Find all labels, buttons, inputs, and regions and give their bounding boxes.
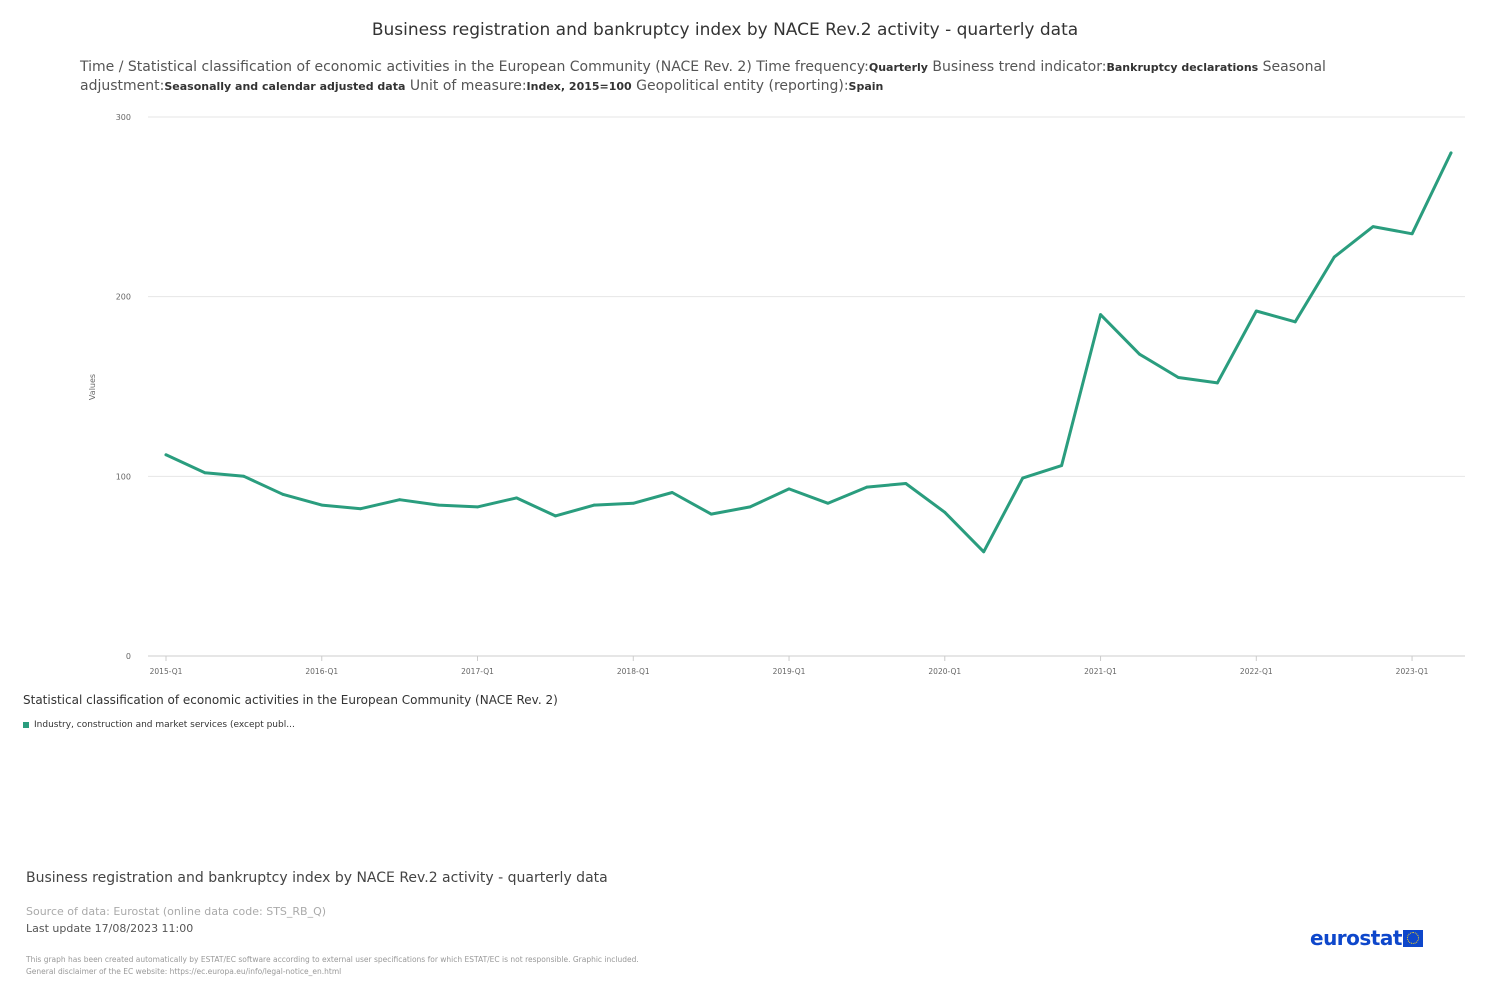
- x-tick-label: 2020-Q1: [928, 667, 961, 676]
- data-point: [320, 503, 324, 507]
- data-point: [1293, 320, 1297, 324]
- data-point: [437, 503, 440, 507]
- data-point: [1021, 476, 1025, 480]
- data-point: [1332, 255, 1336, 259]
- subtitle-adjustment: Seasonally and calendar adjusted data: [164, 80, 406, 93]
- y-tick-label: 200: [116, 293, 131, 302]
- data-point: [359, 507, 363, 511]
- data-point: [709, 512, 713, 516]
- data-point: [476, 505, 479, 509]
- data-point: [670, 491, 674, 494]
- eurostat-logo-text: eurostat: [1310, 926, 1402, 950]
- data-point: [164, 453, 168, 457]
- subtitle-dimensions: Time / Statistical classification of eco…: [80, 59, 869, 75]
- subtitle-indicator-label: Business trend indicator:: [927, 59, 1107, 75]
- data-point: [1060, 464, 1064, 467]
- data-point: [1177, 376, 1180, 379]
- series-line: [164, 151, 1453, 554]
- legend-item-label: Industry, construction and market servic…: [34, 720, 295, 730]
- x-tick-label: 2021-Q1: [1084, 667, 1117, 676]
- data-point: [748, 505, 752, 509]
- data-point: [398, 498, 402, 502]
- subtitle-unit: Index, 2015=100: [526, 80, 632, 93]
- data-point: [826, 501, 830, 505]
- x-tick-label: 2016-Q1: [305, 667, 338, 676]
- data-point: [1371, 225, 1375, 228]
- y-axis-title: Values: [88, 374, 97, 400]
- chart-subtitle: Time / Statistical classification of eco…: [80, 58, 1340, 96]
- x-tick-label: 2023-Q1: [1396, 667, 1429, 676]
- x-tick-label: 2019-Q1: [773, 667, 806, 676]
- legend-item[interactable]: Industry, construction and market servic…: [23, 720, 295, 730]
- data-point: [1099, 313, 1102, 317]
- y-tick-label: 0: [126, 652, 131, 661]
- line-chart: 0 100 200 300 2015-Q1 2016-Q1 2017-Q1 2018-Q1 20…: [88, 113, 1465, 676]
- data-point: [1254, 309, 1258, 313]
- data-point: [242, 474, 246, 478]
- y-tick-label: 300: [116, 113, 131, 122]
- x-tick-label: 2015-Q1: [150, 667, 183, 676]
- data-point: [1215, 381, 1219, 385]
- data-point: [1410, 232, 1414, 236]
- chart-title: Business registration and bankruptcy ind…: [371, 20, 1079, 40]
- data-point: [1449, 151, 1453, 155]
- disclaimer: This graph has been created automaticall…: [26, 954, 639, 978]
- data-point: [515, 496, 518, 500]
- subtitle-adjustment-label: Seasonal adjustment:: [80, 59, 1326, 94]
- eu-flag-icon: [1402, 929, 1423, 947]
- eurostat-logo[interactable]: eurostat: [1310, 926, 1423, 950]
- data-point: [631, 501, 635, 505]
- disclaimer-line-1: This graph has been created automaticall…: [26, 955, 639, 964]
- footer-title: Business registration and bankruptcy ind…: [26, 870, 608, 886]
- subtitle-geo-label: Geopolitical entity (reporting):: [631, 78, 849, 94]
- last-update: Last update 17/08/2023 11:00: [26, 922, 194, 935]
- data-point: [553, 514, 557, 518]
- subtitle-geo: Spain: [848, 80, 884, 93]
- subtitle-unit-label: Unit of measure:: [405, 78, 527, 94]
- subtitle-frequency: Quarterly: [868, 61, 928, 74]
- data-point: [787, 487, 791, 491]
- data-point: [592, 503, 596, 507]
- data-point: [943, 510, 947, 514]
- subtitle-indicator: Bankruptcy declarations: [1106, 61, 1259, 74]
- x-tick-label: 2018-Q1: [617, 667, 650, 676]
- legend-swatch: [23, 722, 29, 728]
- source-note: Source of data: Eurostat (online data co…: [26, 905, 327, 918]
- data-point: [281, 492, 285, 496]
- data-point: [865, 485, 869, 489]
- x-tick-label: 2017-Q1: [461, 667, 494, 676]
- data-point: [203, 471, 207, 475]
- data-point: [982, 550, 986, 554]
- disclaimer-line-2[interactable]: General disclaimer of the EC website: ht…: [26, 967, 342, 976]
- legend-title: Statistical classification of economic a…: [23, 693, 558, 707]
- data-point: [904, 482, 908, 485]
- y-tick-label: 100: [116, 472, 131, 481]
- data-point: [1138, 352, 1141, 356]
- x-tick-label: 2022-Q1: [1240, 667, 1273, 676]
